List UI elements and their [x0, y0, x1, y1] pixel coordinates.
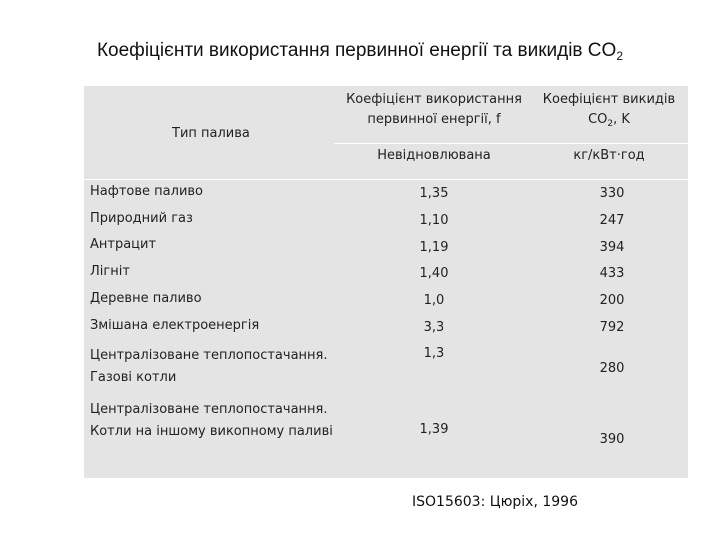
row-fuel-name: Деревне паливо [90, 291, 202, 306]
row-k-value: 394 [599, 240, 625, 255]
row-fuel-name: Лігніт [90, 264, 130, 279]
header-bottom-divider [84, 179, 688, 180]
row-fuel-name: Централізоване теплопостачання. Котли на… [90, 402, 333, 439]
header-energy-unit: Невідновлювана [377, 148, 491, 163]
row-k-value: 280 [599, 361, 625, 376]
row-k-value: 792 [599, 320, 625, 335]
row-f-value: 1,19 [419, 240, 449, 255]
row-f-value: 1,35 [419, 186, 449, 201]
row-f-value: 1,40 [419, 266, 449, 281]
row-fuel-name: Природний газ [90, 211, 193, 226]
header-fuel-type: Тип палива [172, 126, 250, 141]
row-fuel-name: Нафтове паливо [90, 184, 204, 199]
row-f-value: 1,10 [419, 213, 449, 228]
row-f-value: 1,3 [423, 346, 445, 361]
row-f-value: 1,39 [419, 422, 449, 437]
row-f-value: 1,0 [423, 293, 445, 308]
row-k-value: 390 [599, 432, 625, 447]
row-k-value: 247 [599, 213, 625, 228]
row-k-value: 433 [599, 266, 625, 281]
page-title: Коефіцієнти використання первинної енерг… [96, 40, 623, 63]
row-k-value: 200 [599, 293, 625, 308]
row-f-value: 3,3 [423, 320, 445, 335]
source-citation: ISO15603: Цюріх, 1996 [412, 494, 578, 510]
header-co2-coefficient: Коефіцієнт викидів CO2, K [542, 92, 676, 129]
header-energy-coefficient: Коефіцієнт використання первинної енергі… [346, 92, 522, 127]
row-fuel-name: Змішана електроенергія [90, 318, 260, 333]
header-divider [334, 143, 688, 144]
header-co2-unit: кг/кВт·год [573, 148, 645, 163]
row-fuel-name: Антрацит [90, 237, 157, 252]
row-fuel-name: Централізоване теплопостачання. Газові к… [90, 348, 328, 385]
row-k-value: 330 [599, 186, 625, 201]
coefficients-table: Тип палива Коефіцієнт використання перви… [84, 86, 688, 478]
